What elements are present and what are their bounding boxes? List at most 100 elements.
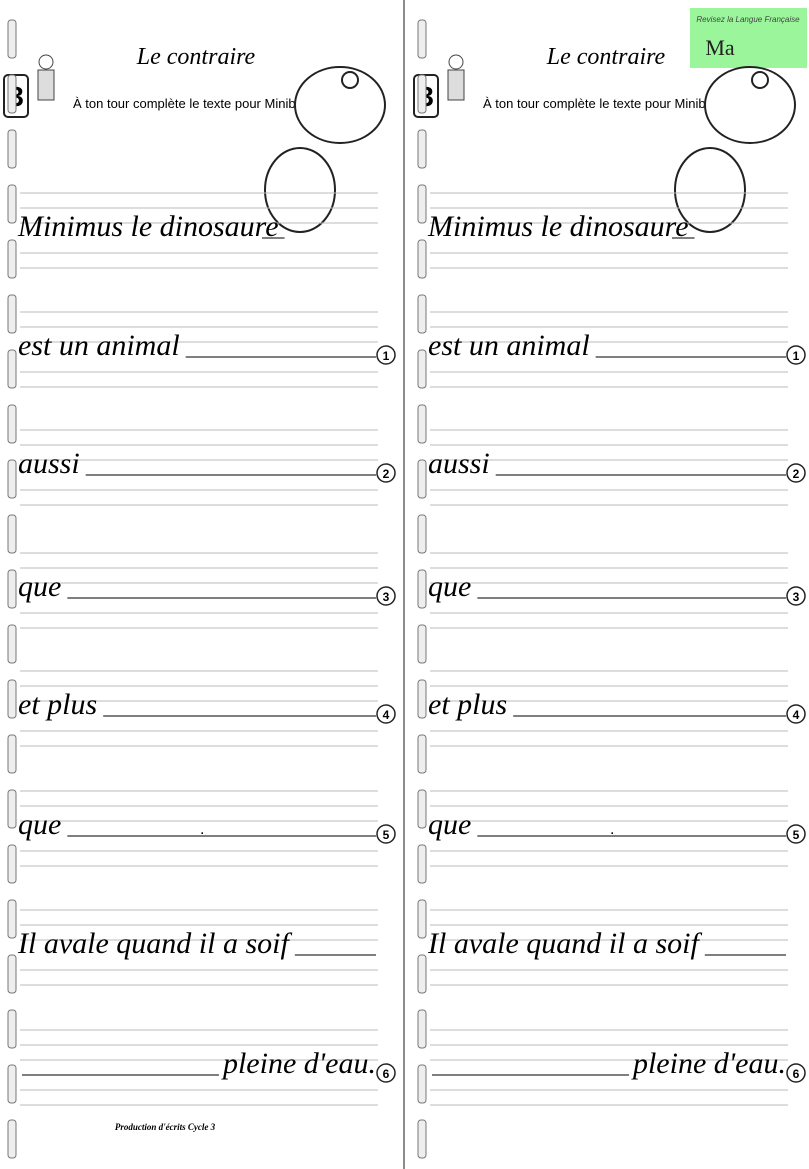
row-number: 3 [793,590,800,604]
logo-text: Ma [705,35,735,60]
title: Le contraire [136,44,256,70]
row-text: que [428,808,471,841]
logo-title: Revisez la Langue Française [696,15,800,24]
row-number: 2 [793,467,800,481]
margin-pencil [417,349,427,389]
number-circle [376,586,396,606]
number-circle [786,345,806,365]
margin-pencil [7,1119,17,1159]
margin-pencil [417,734,427,774]
margin-pencil [417,679,427,719]
row-number: 5 [793,828,800,842]
margin-pencil [417,404,427,444]
number-circle [376,463,396,483]
row-number: 5 [383,828,390,842]
margin-pencil [417,1064,427,1104]
margin-pencil [7,404,17,444]
margin-pencil [417,789,427,829]
kid-icon-body [37,69,55,101]
margin-pencil [7,239,17,279]
row-text: pleine d'eau. [631,1047,786,1080]
logo-box [690,8,807,68]
margin-pencil [7,734,17,774]
margin-pencil [417,184,427,224]
row-text: que [428,570,471,603]
margin-pencil [7,349,17,389]
row-text: Il avale quand il a soif [427,927,702,960]
number-circle [376,345,396,365]
number-circle [786,704,806,724]
row-text: et plus [18,688,97,721]
margin-pencil [417,1119,427,1159]
row-number: 3 [383,590,390,604]
kid-icon [448,54,464,70]
margin-pencil [7,954,17,994]
margin-pencil [7,1009,17,1049]
row-text: et plus [428,688,507,721]
row-text: Minimus le dinosaure [17,210,279,243]
margin-pencil [7,129,17,169]
margin-pencil [7,624,17,664]
row-number: 6 [383,1067,390,1081]
title: Le contraire [546,44,666,70]
margin-pencil [417,19,427,59]
margin-pencil [417,459,427,499]
row-end: . [200,821,204,838]
footer: Production d'écrits Cycle 3 [115,1122,216,1132]
number-circle [786,824,806,844]
row-text: pleine d'eau. [221,1047,376,1080]
number-circle [786,586,806,606]
margin-pencil [7,569,17,609]
row-number: 6 [793,1067,800,1081]
dino-head [704,66,796,144]
row-text: Minimus le dinosaure [427,210,689,243]
margin-pencil [417,239,427,279]
margin-pencil [7,294,17,334]
margin-pencil [7,19,17,59]
row-text: que [18,570,61,603]
row-number: 4 [793,708,800,722]
number-circle [786,463,806,483]
margin-pencil [7,459,17,499]
margin-pencil [417,294,427,334]
kid-icon-body [447,69,465,101]
row-number: 1 [383,349,390,363]
margin-pencil [7,789,17,829]
row-end: . [610,821,614,838]
dino-body [264,147,336,233]
margin-pencil [417,74,427,114]
row-text: que [18,808,61,841]
dino-head [294,66,386,144]
number-circle [376,1063,396,1083]
kid-icon [38,54,54,70]
margin-pencil [417,624,427,664]
row-text: est un animal [18,329,180,362]
dino-eye [751,71,769,89]
margin-pencil [417,1009,427,1049]
number-circle [376,824,396,844]
row-text: aussi [18,447,80,480]
number-circle [786,1063,806,1083]
dino-eye [341,71,359,89]
margin-pencil [7,1064,17,1104]
row-number: 4 [383,708,390,722]
row-number: 2 [383,467,390,481]
margin-pencil [417,129,427,169]
margin-pencil [7,514,17,554]
dino-body [674,147,746,233]
margin-pencil [417,514,427,554]
row-text: aussi [428,447,490,480]
margin-pencil [417,899,427,939]
margin-pencil [7,74,17,114]
row-text: est un animal [428,329,590,362]
instruction: À ton tour complète le texte pour Minibu… [483,96,723,111]
margin-pencil [7,899,17,939]
margin-pencil [417,569,427,609]
margin-pencil [417,954,427,994]
margin-pencil [417,844,427,884]
margin-pencil [7,679,17,719]
row-text: Il avale quand il a soif [17,927,292,960]
margin-pencil [7,184,17,224]
instruction: À ton tour complète le texte pour Minibu… [73,96,313,111]
